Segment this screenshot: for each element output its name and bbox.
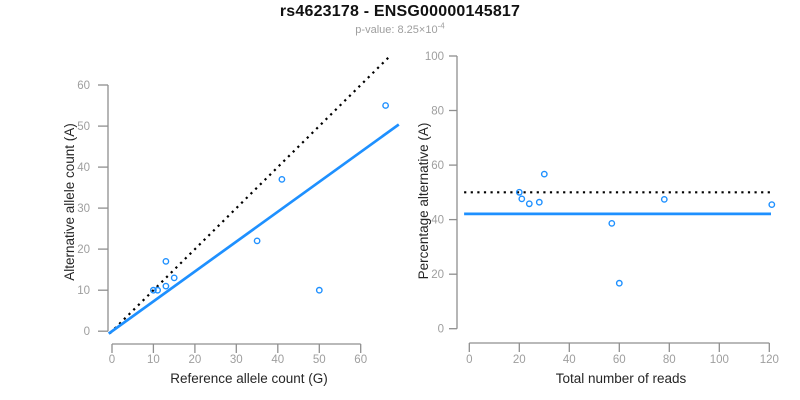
y-tick-label: 80 (431, 106, 444, 118)
x-tick-label: 60 (613, 354, 626, 366)
data-point (608, 219, 616, 227)
data-point (162, 257, 170, 265)
allele-counts-scatter: 0 10 20 30 40 50 60 0 10 20 30 40 50 60 Reference alle… (62, 56, 400, 386)
x-tick-label: 20 (513, 354, 526, 366)
y-tick-label: 60 (77, 80, 90, 92)
figure-subtitle: p-value: 8.25×10-4 (0, 21, 800, 37)
data-point (525, 200, 533, 208)
data-point (535, 198, 543, 206)
pvalue-exponent: -4 (437, 21, 445, 31)
x-tick-label: 0 (466, 354, 472, 366)
data-point (515, 188, 523, 196)
data-point (315, 286, 323, 294)
x-tick-label: 0 (109, 354, 115, 366)
x-tick-label: 40 (563, 354, 576, 366)
x-tick-label: 20 (189, 354, 202, 366)
x-tick-label: 10 (147, 354, 160, 366)
x-axis-title: Total number of reads (556, 371, 687, 386)
y-tick-label: 50 (77, 121, 90, 133)
y-tick-label: 0 (438, 324, 444, 336)
data-point (660, 195, 668, 203)
y-tick-label: 40 (431, 215, 444, 227)
fitted-proportion-line (107, 123, 400, 335)
y-axis-title: Alternative allele count (A) (62, 123, 77, 281)
data-point (278, 175, 286, 183)
data-point (149, 286, 157, 294)
data-point (162, 282, 170, 290)
y-axis-title: Percentage alternative (A) (416, 123, 431, 280)
x-tick-label: 80 (663, 354, 676, 366)
y-tick-label: 100 (425, 51, 444, 63)
data-point (540, 170, 548, 178)
y-tick-label: 30 (77, 203, 90, 215)
y-tick-label: 40 (77, 162, 90, 174)
x-tick-label: 100 (710, 354, 729, 366)
y-tick-label: 20 (431, 269, 444, 281)
x-tick-label: 60 (354, 354, 367, 366)
y-tick-label: 10 (77, 285, 90, 297)
x-tick-label: 40 (271, 354, 284, 366)
percentage-vs-reads-scatter: 0 20 40 60 80 100 0 20 40 60 80 100 120 Total number … (416, 51, 779, 386)
data-point (615, 279, 623, 287)
x-axis-title: Reference allele count (G) (170, 371, 328, 386)
figure-title: rs4623178 - ENSG00000145817 (279, 3, 521, 20)
data-point (518, 195, 526, 203)
y-tick-label: 0 (84, 326, 90, 338)
pvalue-text: p-value: 8.25×10 (355, 24, 438, 36)
x-tick-label: 120 (760, 354, 779, 366)
data-point (768, 201, 776, 209)
data-point (154, 286, 162, 294)
y-tick-label: 60 (431, 160, 444, 172)
data-point (170, 274, 178, 282)
data-point (253, 237, 261, 245)
y-tick-label: 20 (77, 244, 90, 256)
x-tick-label: 50 (313, 354, 326, 366)
data-point (382, 102, 389, 109)
x-tick-label: 30 (230, 354, 243, 366)
